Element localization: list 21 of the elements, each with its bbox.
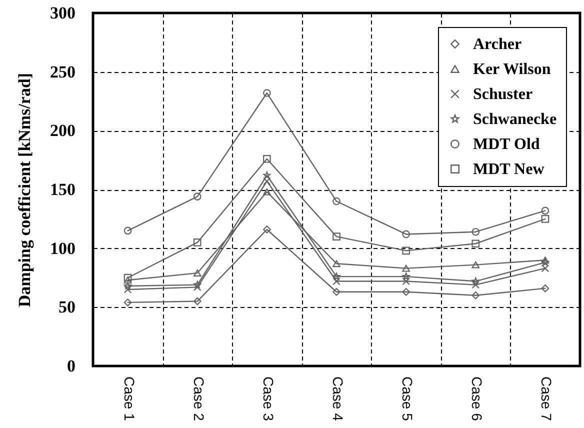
y-tick-label: 100 <box>50 238 76 258</box>
legend-label: Archer <box>473 36 522 53</box>
legend-label: Schwanecke <box>473 111 557 128</box>
y-tick-label: 250 <box>50 62 76 82</box>
x-tick-label: Case 6 <box>469 376 486 422</box>
y-axis-title: Damping coefficient [kNms/rad] <box>15 72 34 308</box>
y-tick-label: 300 <box>50 4 76 22</box>
legend-label: MDT Old <box>473 136 540 153</box>
y-tick-label: 50 <box>58 298 76 317</box>
y-tick-label: 200 <box>50 121 76 140</box>
x-tick-label: Case 5 <box>400 376 416 422</box>
legend-label: Ker Wilson <box>473 61 551 78</box>
legend-label: Schuster <box>473 86 533 103</box>
x-tick-label: Case 1 <box>121 376 138 422</box>
y-tick-label: 0 <box>67 356 76 376</box>
x-tick-label: Case 4 <box>330 376 346 422</box>
x-tick-label: Case 7 <box>538 376 555 422</box>
x-tick-label: Case 2 <box>190 376 207 422</box>
x-tick-label: Case 3 <box>260 376 276 422</box>
y-tick-label: 150 <box>50 180 76 199</box>
legend-label: MDT New <box>473 161 545 178</box>
